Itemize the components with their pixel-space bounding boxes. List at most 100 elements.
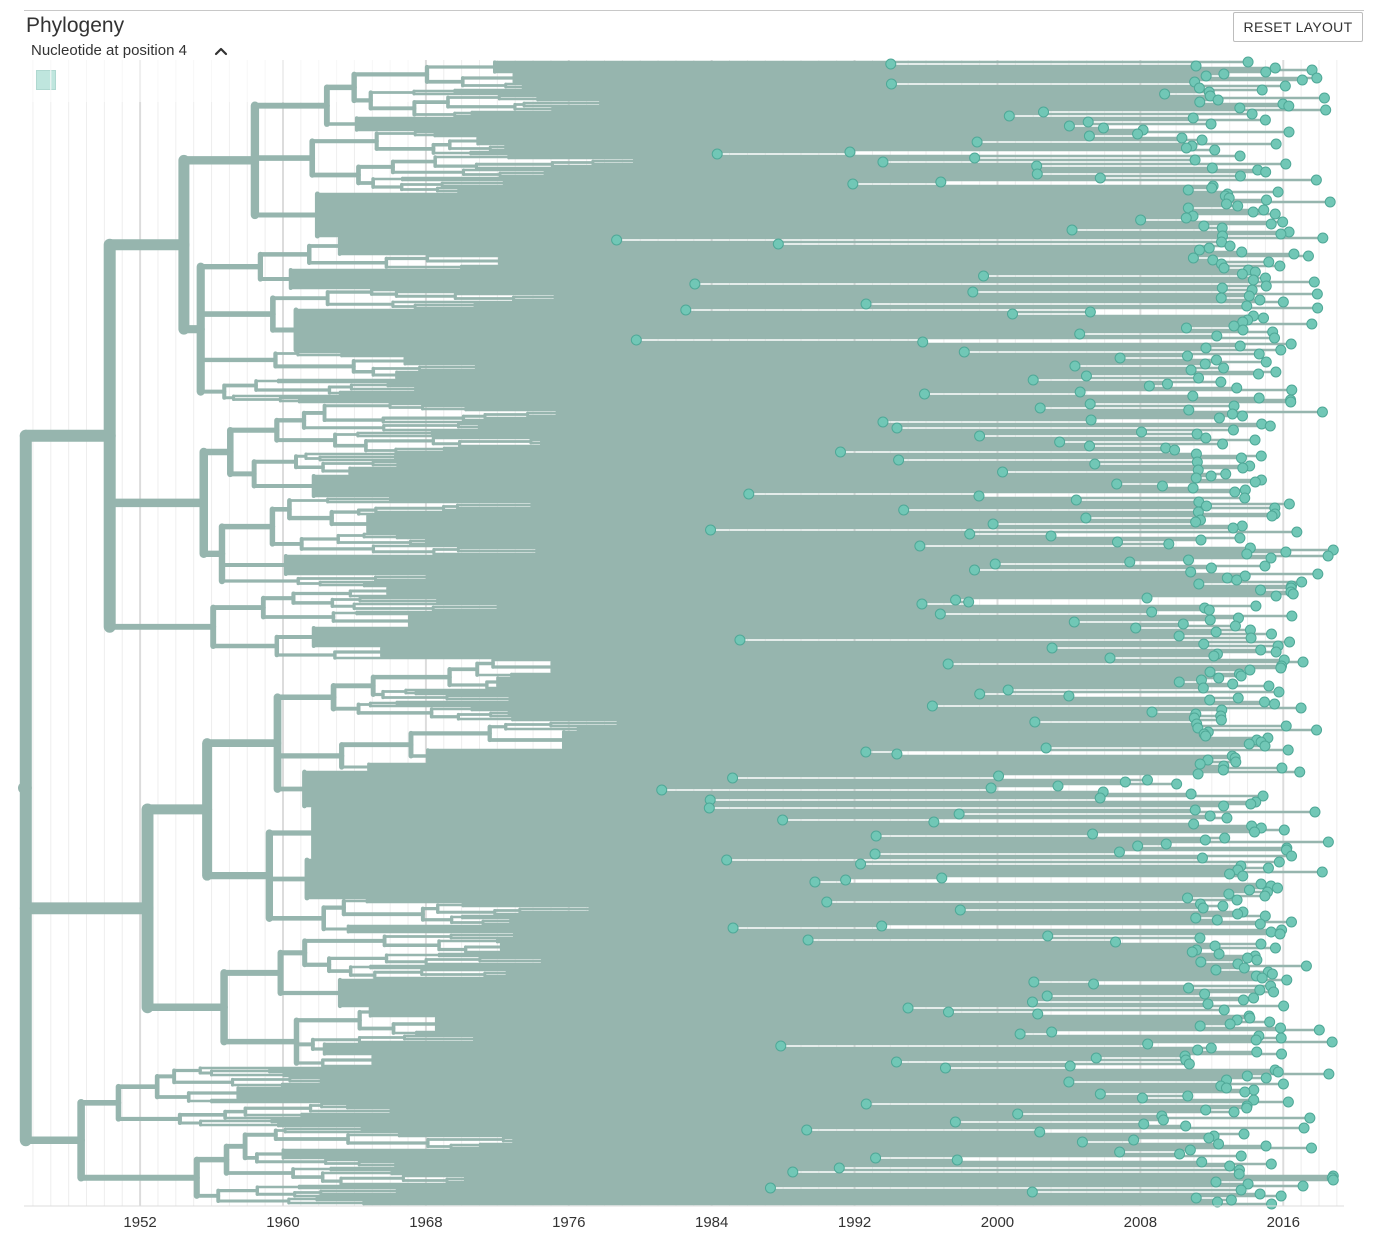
tree-tip[interactable] (1076, 1136, 1088, 1148)
tree-tip[interactable] (1216, 282, 1228, 294)
tree-tip[interactable] (939, 1062, 951, 1074)
tree-tip[interactable] (1206, 162, 1218, 174)
tree-tip[interactable] (1239, 1086, 1251, 1098)
tree-tip[interactable] (1040, 742, 1052, 754)
tree-tip[interactable] (1230, 756, 1242, 768)
tree-tip[interactable] (1241, 1070, 1253, 1082)
tree-tip[interactable] (1111, 478, 1123, 490)
tree-tip[interactable] (1180, 1120, 1192, 1132)
tree-tip[interactable] (1064, 1060, 1076, 1072)
tree-tip[interactable] (1185, 364, 1197, 376)
tree-tip[interactable] (1305, 1142, 1317, 1154)
tree-tip[interactable] (1196, 134, 1208, 146)
tree-tip[interactable] (1003, 110, 1015, 122)
tree-tip[interactable] (1160, 838, 1172, 850)
tree-tip[interactable] (1226, 408, 1238, 420)
tree-tip[interactable] (1174, 1148, 1186, 1160)
tree-tip[interactable] (1085, 414, 1097, 426)
tree-tip[interactable] (1141, 774, 1153, 786)
tree-tip[interactable] (928, 816, 940, 828)
tree-tip[interactable] (1255, 450, 1267, 462)
tree-tip[interactable] (1090, 1052, 1102, 1064)
tree-tip[interactable] (1173, 676, 1185, 688)
tree-tip[interactable] (1182, 1090, 1194, 1102)
tree-tip[interactable] (711, 148, 723, 160)
tree-tip[interactable] (993, 770, 1005, 782)
tree-tip[interactable] (953, 808, 965, 820)
tree-tip[interactable] (1274, 260, 1286, 272)
tree-tip[interactable] (893, 454, 905, 466)
tree-tip[interactable] (1263, 256, 1275, 268)
tree-tip[interactable] (1220, 468, 1232, 480)
tree-tip[interactable] (1279, 80, 1291, 92)
tree-tip[interactable] (1225, 1194, 1237, 1206)
tree-tip[interactable] (1278, 824, 1290, 836)
tree-tip[interactable] (1181, 350, 1193, 362)
tree-tip[interactable] (917, 336, 929, 348)
tree-tip[interactable] (1251, 954, 1263, 966)
tree-tip[interactable] (1183, 1058, 1195, 1070)
tree-tip[interactable] (1241, 548, 1253, 560)
tree-tip[interactable] (1069, 360, 1081, 372)
tree-tip[interactable] (1198, 638, 1210, 650)
tree-tip[interactable] (1272, 186, 1284, 198)
tree-tip[interactable] (630, 334, 642, 346)
tree-tip[interactable] (1286, 850, 1298, 862)
tree-tip[interactable] (1094, 792, 1106, 804)
tree-tip[interactable] (1213, 1138, 1225, 1150)
tree-tip[interactable] (1254, 918, 1266, 930)
tree-tip[interactable] (1259, 696, 1271, 708)
tree-tip[interactable] (1228, 1106, 1240, 1118)
tree-tip[interactable] (1218, 262, 1230, 274)
tree-tip[interactable] (1312, 568, 1324, 580)
tree-tip[interactable] (1194, 758, 1206, 770)
tree-tip[interactable] (1276, 762, 1288, 774)
tree-tip[interactable] (1235, 1184, 1247, 1196)
tree-tip[interactable] (1029, 716, 1041, 728)
tree-tip[interactable] (1250, 600, 1262, 612)
tree-tip[interactable] (1265, 926, 1277, 938)
tree-tip[interactable] (1206, 182, 1218, 194)
tree-tip[interactable] (1259, 910, 1271, 922)
tree-tip[interactable] (860, 1098, 872, 1110)
tree-tip[interactable] (1087, 828, 1099, 840)
tree-tip[interactable] (1244, 664, 1256, 676)
tree-tip[interactable] (1210, 626, 1222, 638)
tree-tip[interactable] (1243, 290, 1255, 302)
tree-tip[interactable] (1296, 576, 1308, 588)
tree-tip[interactable] (703, 802, 715, 814)
tree-tip[interactable] (1204, 694, 1216, 706)
tree-tip[interactable] (1046, 1026, 1058, 1038)
tree-tip[interactable] (1253, 348, 1265, 360)
chevron-up-icon[interactable] (213, 44, 229, 58)
tree-tip[interactable] (1259, 890, 1271, 902)
tree-tip[interactable] (1306, 318, 1318, 330)
tree-tip[interactable] (1297, 656, 1309, 668)
tree-tip[interactable] (1189, 804, 1201, 816)
tree-tip[interactable] (1143, 380, 1155, 392)
tree-tip[interactable] (1286, 610, 1298, 622)
tree-tip[interactable] (1195, 956, 1207, 968)
tree-tip[interactable] (1326, 1036, 1338, 1048)
tree-tip[interactable] (1253, 392, 1265, 404)
tree-tip[interactable] (1034, 1126, 1046, 1138)
tree-tip[interactable] (1119, 776, 1131, 788)
tree-tip[interactable] (1284, 636, 1296, 648)
tree-tip[interactable] (1229, 486, 1241, 498)
tree-tip[interactable] (1210, 354, 1222, 366)
tree-tip[interactable] (1218, 800, 1230, 812)
tree-tip[interactable] (1250, 1034, 1262, 1046)
tree-tip[interactable] (951, 1154, 963, 1166)
tree-tip[interactable] (949, 1116, 961, 1128)
tree-tip[interactable] (1190, 1192, 1202, 1204)
tree-tip[interactable] (1210, 1176, 1222, 1188)
tree-tip[interactable] (969, 152, 981, 164)
tree-tip[interactable] (1234, 532, 1246, 544)
tree-tip[interactable] (1028, 976, 1040, 988)
tree-tip[interactable] (1283, 126, 1295, 138)
tree-tip[interactable] (1113, 846, 1125, 858)
tree-tip[interactable] (967, 286, 979, 298)
tree-tip[interactable] (1215, 292, 1227, 304)
tree-tip[interactable] (1295, 702, 1307, 714)
tree-tip[interactable] (1190, 912, 1202, 924)
